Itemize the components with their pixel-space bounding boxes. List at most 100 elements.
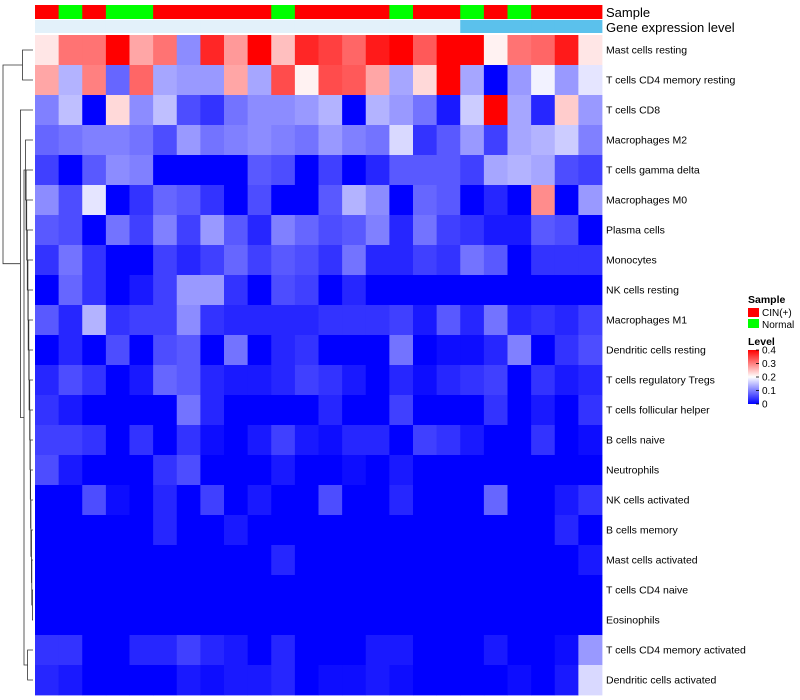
heatmap-cell: [58, 635, 83, 666]
heatmap-cell: [578, 275, 603, 306]
heatmap-cell: [578, 665, 603, 696]
heatmap-cell: [413, 605, 438, 636]
heatmap-cell: [153, 455, 178, 486]
heatmap-cell: [82, 515, 107, 546]
sample-annotation-cell: [153, 5, 178, 19]
heatmap-cell: [129, 425, 154, 456]
heatmap-cell: [389, 575, 414, 606]
heatmap-cell: [318, 215, 343, 246]
heatmap-cell: [413, 545, 438, 576]
heatmap-cell: [342, 335, 367, 366]
heatmap-cell: [318, 275, 343, 306]
heatmap-cell: [389, 335, 414, 366]
sample-annotation-cell: [365, 5, 390, 19]
heatmap-cell: [318, 395, 343, 426]
heatmap-cell: [531, 605, 556, 636]
heatmap-cell: [82, 185, 107, 216]
heatmap-cell: [153, 125, 178, 156]
heatmap-cell: [389, 215, 414, 246]
heatmap-cell: [389, 515, 414, 546]
heatmap-cell: [271, 485, 296, 516]
heatmap-cell: [35, 575, 60, 606]
legend-label-normal: Normal: [762, 320, 794, 331]
heatmap-cell: [129, 65, 154, 96]
expression-level-annotation-cell: [531, 20, 556, 33]
heatmap-cell: [247, 275, 272, 306]
heatmap-cell: [436, 575, 461, 606]
heatmap-cell: [554, 185, 579, 216]
heatmap-cell: [129, 245, 154, 276]
sample-annotation-cell: [507, 5, 532, 19]
heatmap-cell: [35, 35, 60, 66]
heatmap-cell: [342, 215, 367, 246]
row-label: Macrophages M2: [606, 135, 687, 147]
heatmap-cell: [413, 395, 438, 426]
heatmap-cell: [153, 485, 178, 516]
heatmap-cell: [365, 425, 390, 456]
heatmap-cell: [436, 305, 461, 336]
heatmap-cell: [365, 305, 390, 336]
heatmap-cell: [294, 485, 319, 516]
sample-annotation-cell: [460, 5, 485, 19]
heatmap-cell: [436, 455, 461, 486]
heatmap-cell: [224, 245, 249, 276]
heatmap-cell: [365, 365, 390, 396]
heatmap-cell: [531, 185, 556, 216]
heatmap-cell: [200, 575, 225, 606]
heatmap-cell: [129, 395, 154, 426]
heatmap-cell: [247, 65, 272, 96]
dendrogram-branch: [2, 64, 23, 265]
heatmap-cell: [224, 155, 249, 186]
heatmap-cell: [35, 275, 60, 306]
heatmap-cell: [483, 95, 508, 126]
heatmap-cell: [200, 485, 225, 516]
heatmap-cell: [271, 365, 296, 396]
heatmap-cell: [342, 365, 367, 396]
heatmap-cell: [413, 665, 438, 696]
heatmap-cell: [365, 575, 390, 606]
expression-level-annotation-cell: [483, 20, 508, 33]
heatmap-cell: [436, 425, 461, 456]
heatmap-cell: [58, 65, 83, 96]
heatmap-cell: [531, 365, 556, 396]
heatmap-cell: [389, 125, 414, 156]
heatmap-cell: [436, 365, 461, 396]
heatmap-cell: [578, 65, 603, 96]
heatmap-cell: [176, 575, 201, 606]
heatmap-cell: [153, 335, 178, 366]
heatmap-cell: [578, 245, 603, 276]
heatmap-cell: [129, 95, 154, 126]
heatmap-cell: [271, 605, 296, 636]
heatmap-cell: [271, 125, 296, 156]
heatmap-cell: [129, 485, 154, 516]
heatmap-cell: [271, 425, 296, 456]
heatmap-cell: [318, 545, 343, 576]
heatmap-cell: [483, 455, 508, 486]
dendrogram-branch: [20, 109, 33, 418]
dendrogram-branch: [30, 469, 33, 529]
heatmap-cell: [389, 395, 414, 426]
heatmap-cell: [389, 365, 414, 396]
heatmap-cell: [224, 305, 249, 336]
row-label: NK cells resting: [606, 285, 679, 297]
heatmap-cell: [294, 665, 319, 696]
sample-annotation-cell: [247, 5, 272, 19]
row-label: T cells gamma delta: [606, 165, 700, 177]
heatmap-cell: [58, 245, 83, 276]
heatmap-cell: [294, 305, 319, 336]
heatmap-cell: [318, 95, 343, 126]
heatmap-cell: [200, 35, 225, 66]
heatmap-cell: [105, 35, 130, 66]
heatmap-cell: [82, 395, 107, 426]
heatmap-cell: [200, 275, 225, 306]
heatmap-cell: [483, 635, 508, 666]
heatmap-cell: [342, 455, 367, 486]
heatmap-cell: [507, 125, 532, 156]
heatmap-cell: [35, 455, 60, 486]
heatmap-cell: [129, 365, 154, 396]
heatmap-cell: [507, 365, 532, 396]
heatmap-cell: [483, 515, 508, 546]
heatmap-cell: [365, 275, 390, 306]
heatmap-cell: [365, 395, 390, 426]
heatmap-cell: [531, 545, 556, 576]
